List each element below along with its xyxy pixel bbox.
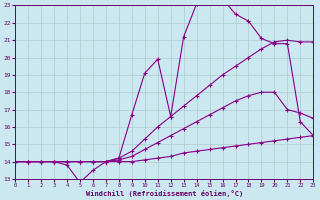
X-axis label: Windchill (Refroidissement éolien,°C): Windchill (Refroidissement éolien,°C) [85,190,243,197]
